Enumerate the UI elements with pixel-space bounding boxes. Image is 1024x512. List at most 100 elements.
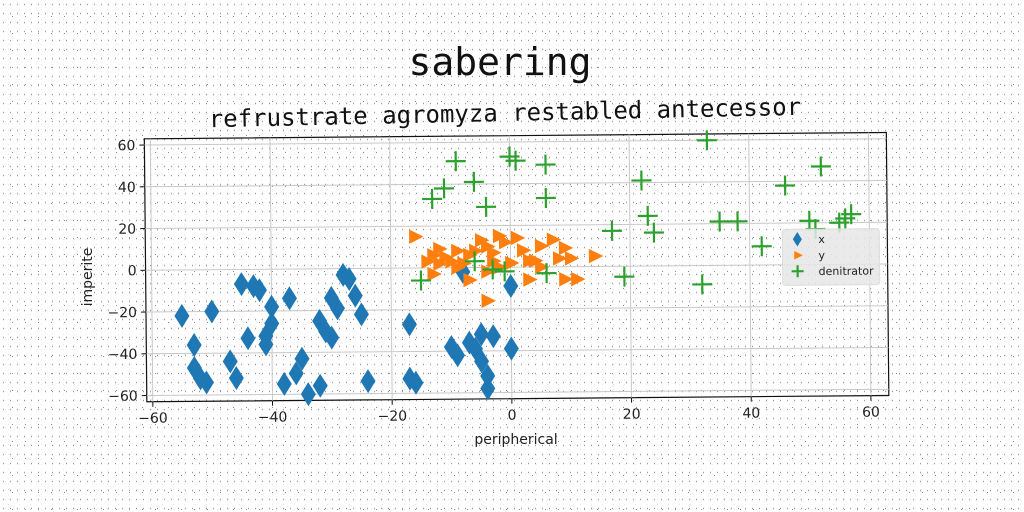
data-point — [264, 294, 280, 319]
data-point — [434, 178, 455, 199]
data-point — [810, 156, 831, 177]
legend-entry-x: x — [792, 232, 825, 247]
data-point — [353, 302, 369, 327]
chart-title: sabering — [408, 40, 591, 84]
data-point — [564, 251, 580, 266]
data-point — [614, 266, 635, 287]
y-gridline — [145, 263, 888, 271]
data-point — [410, 270, 431, 291]
data-point — [288, 361, 304, 386]
data-point — [294, 346, 310, 371]
data-point — [485, 324, 501, 349]
data-point — [727, 211, 748, 232]
data-point — [535, 154, 556, 175]
data-point — [505, 255, 520, 271]
data-point — [535, 259, 550, 275]
y-gridline — [146, 388, 889, 397]
chart-subtitle: refrustrate agromyza restabled antecesso… — [209, 93, 802, 133]
data-point — [481, 293, 496, 309]
data-point — [536, 263, 557, 284]
data-point — [258, 332, 274, 357]
data-point — [559, 272, 574, 287]
data-point — [546, 232, 562, 247]
data-point — [408, 370, 424, 395]
data-point — [709, 211, 730, 232]
data-point — [464, 251, 485, 272]
legend-box — [781, 228, 881, 286]
data-point — [498, 235, 514, 250]
x-tick-label: −40 — [258, 410, 288, 426]
data-point — [329, 296, 345, 321]
data-point — [516, 243, 532, 258]
data-point — [251, 278, 267, 303]
y-gridline — [145, 221, 888, 230]
axis-ticks: −60 −40 −20 0 20 40 60 −60 −40 −20 0 20 40 60 — [107, 138, 880, 427]
x-tick-label: −20 — [377, 409, 407, 425]
data-point — [276, 371, 292, 396]
x-tick-label: 0 — [507, 408, 516, 424]
data-point — [631, 170, 652, 191]
data-point — [775, 175, 796, 196]
y-tick-label: 20 — [118, 222, 136, 238]
data-point — [552, 251, 568, 266]
data-point — [341, 266, 357, 291]
x-tick-label: 20 — [623, 407, 641, 423]
y-tick-label: −40 — [108, 347, 138, 363]
y-tick-label: −60 — [108, 389, 138, 405]
data-point — [409, 229, 424, 244]
x-axis-label: peripherical — [474, 432, 557, 448]
data-point — [360, 369, 376, 394]
data-point — [198, 370, 214, 395]
data-point — [481, 264, 496, 279]
data-point — [480, 376, 496, 401]
data-point — [841, 204, 862, 225]
legend-entry-y: y — [794, 249, 826, 262]
data-point — [571, 271, 586, 287]
y-tick-label: 40 — [118, 180, 136, 196]
data-point — [535, 187, 556, 209]
legend: xy denitrator — [781, 228, 881, 286]
data-point — [692, 274, 713, 295]
data-point — [474, 349, 490, 374]
data-point — [473, 322, 489, 347]
data-point — [233, 272, 249, 297]
data-point — [174, 303, 190, 328]
legend-marker — [794, 250, 803, 260]
data-point — [324, 325, 340, 350]
data-point — [312, 373, 328, 398]
data-point — [476, 196, 497, 217]
data-point — [240, 326, 256, 351]
data-point — [643, 222, 664, 243]
legend-marker — [791, 265, 804, 278]
data-point — [427, 266, 442, 282]
data-point — [534, 238, 550, 254]
data-point — [505, 150, 526, 171]
data-point — [186, 333, 202, 358]
data-point — [751, 236, 772, 257]
data-point — [457, 256, 472, 271]
data-point — [422, 188, 443, 209]
data-point — [300, 382, 316, 407]
legend-label: y — [818, 249, 825, 262]
data-point — [482, 259, 503, 280]
data-point — [523, 272, 538, 287]
data-point — [204, 299, 220, 324]
data-point — [558, 240, 574, 256]
data-point — [401, 312, 417, 337]
data-point — [637, 205, 658, 226]
series-x — [174, 259, 519, 407]
data-point — [469, 243, 484, 259]
x-tick-label: 40 — [742, 406, 760, 422]
y-tick-label: 60 — [117, 138, 135, 154]
data-point — [347, 283, 363, 308]
legend-marker — [792, 232, 802, 247]
data-point — [450, 343, 466, 368]
data-point — [696, 130, 717, 151]
data-point — [222, 349, 238, 374]
data-point — [503, 273, 519, 298]
legend-label: denitrator — [819, 265, 875, 278]
data-point — [463, 171, 484, 192]
data-point — [451, 243, 466, 259]
y-gridline — [145, 305, 888, 313]
